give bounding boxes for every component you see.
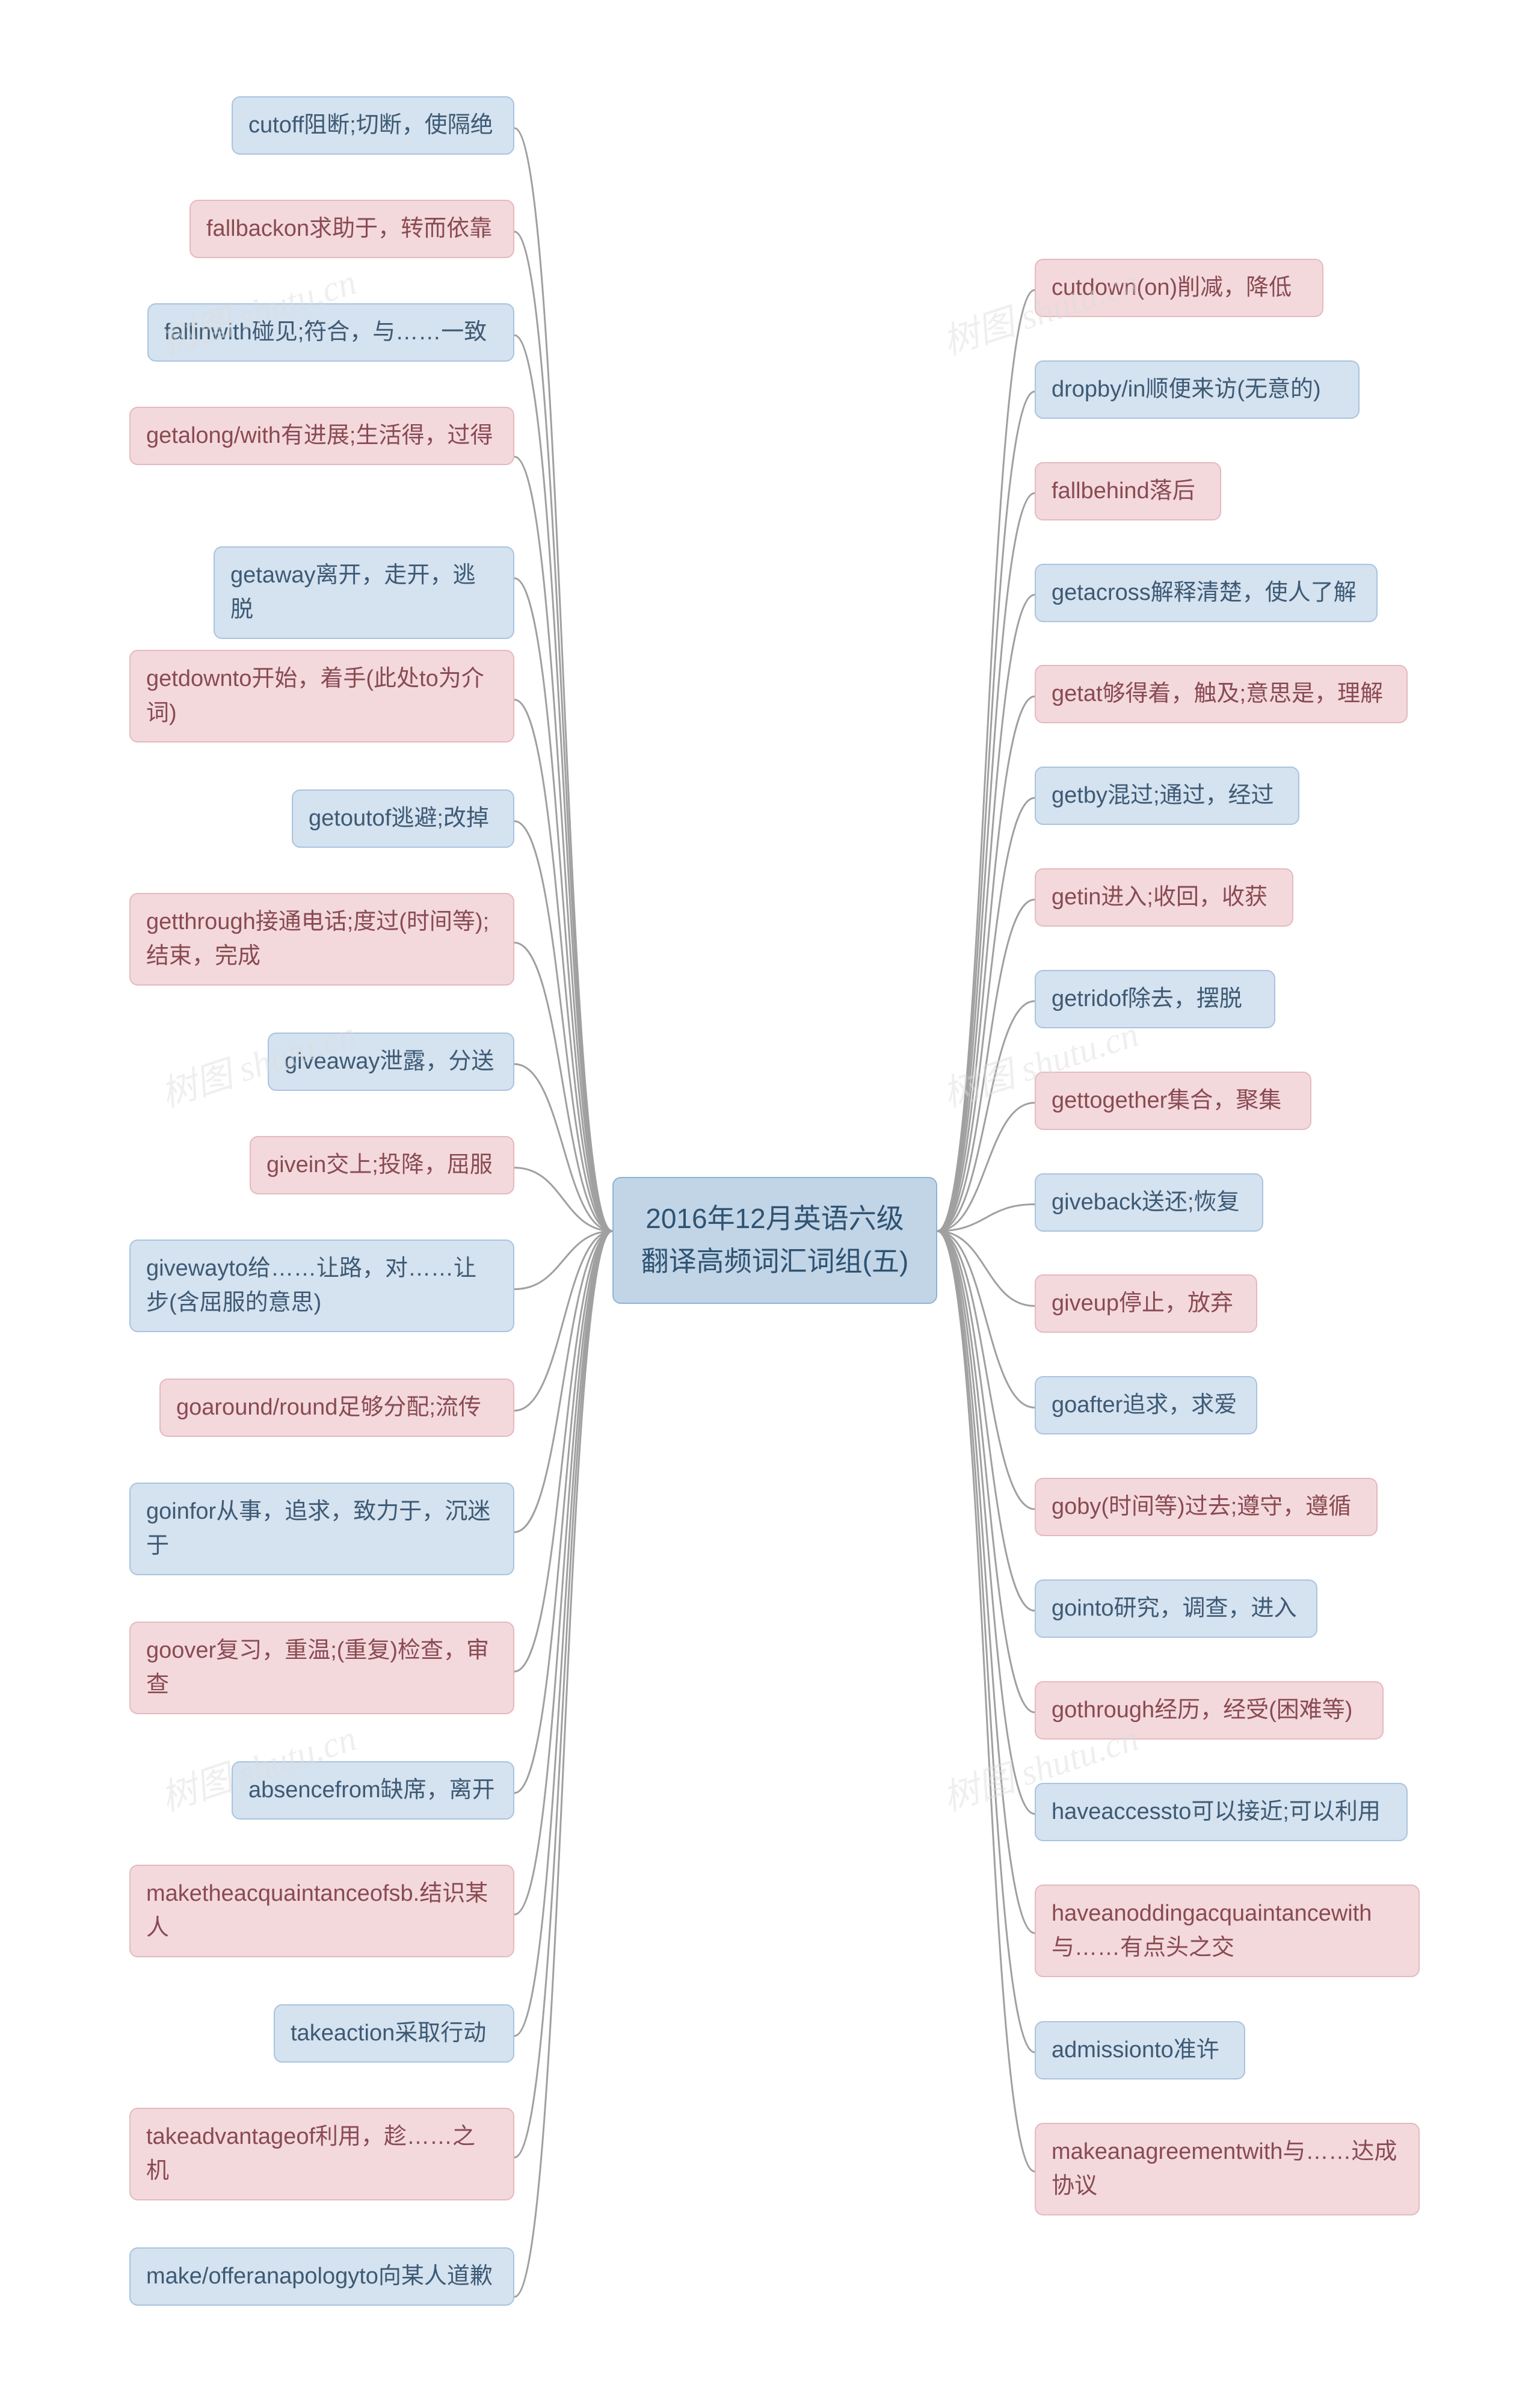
right-node: haveanoddingacquaintancewith与……有点头之交: [1035, 1885, 1420, 1977]
mindmap-canvas: 2016年12月英语六级翻译高频词汇词组(五) cutoff阻断;切断，使隔绝 fa…: [0, 0, 1540, 2405]
left-node: givein交上;投降，屈服: [250, 1136, 514, 1194]
left-node: maketheacquaintanceofsb.结识某人: [129, 1865, 514, 1957]
left-node: cutoff阻断;切断，使隔绝: [232, 96, 514, 155]
right-node: gointo研究，调查，进入: [1035, 1579, 1317, 1638]
right-node: getacross解释清楚，使人了解: [1035, 564, 1378, 622]
left-node: fallbackon求助于，转而依靠: [189, 200, 514, 258]
left-node: getoutof逃避;改掉: [292, 789, 514, 848]
right-node: getridof除去，摆脱: [1035, 970, 1275, 1028]
right-node: gettogether集合，聚集: [1035, 1072, 1311, 1130]
center-node: 2016年12月英语六级翻译高频词汇词组(五): [612, 1177, 937, 1304]
right-node: getin进入;收回，收获: [1035, 868, 1293, 927]
left-node: getthrough接通电话;度过(时间等);结束，完成: [129, 893, 514, 986]
left-node: getaway离开，走开，逃脱: [214, 546, 514, 639]
left-node: fallinwith碰见;符合，与……一致: [147, 303, 514, 362]
left-node: givewayto给……让路，对……让步(含屈服的意思): [129, 1240, 514, 1332]
left-node: goover复习，重温;(重复)检查，审查: [129, 1622, 514, 1714]
right-node: fallbehind落后: [1035, 462, 1221, 520]
left-node: getdownto开始，着手(此处to为介词): [129, 650, 514, 742]
right-node: dropby/in顺便来访(无意的): [1035, 360, 1360, 419]
right-node: giveback送还;恢复: [1035, 1173, 1263, 1232]
right-node: cutdown(on)削减，降低: [1035, 259, 1323, 317]
right-node: giveup停止，放弃: [1035, 1274, 1257, 1333]
left-node: make/offeranapologyto向某人道歉: [129, 2247, 514, 2306]
left-node: giveaway泄露，分送: [268, 1033, 514, 1091]
right-node: admissionto准许: [1035, 2021, 1245, 2079]
left-node: goinfor从事，追求，致力于，沉迷于: [129, 1483, 514, 1575]
left-node: absencefrom缺席，离开: [232, 1761, 514, 1820]
right-node: haveaccessto可以接近;可以利用: [1035, 1783, 1408, 1841]
left-node: takeadvantageof利用，趁……之机: [129, 2108, 514, 2200]
right-node: makeanagreementwith与……达成协议: [1035, 2123, 1420, 2215]
right-node: getat够得着，触及;意思是，理解: [1035, 665, 1408, 723]
right-node: gothrough经历，经受(困难等): [1035, 1681, 1384, 1740]
left-node: goaround/round足够分配;流传: [159, 1378, 514, 1437]
right-node: getby混过;通过，经过: [1035, 767, 1299, 825]
left-node: getalong/with有进展;生活得，过得: [129, 407, 514, 465]
left-node: takeaction采取行动: [274, 2004, 514, 2063]
right-node: goby(时间等)过去;遵守，遵循: [1035, 1478, 1378, 1536]
right-node: goafter追求，求爱: [1035, 1376, 1257, 1434]
